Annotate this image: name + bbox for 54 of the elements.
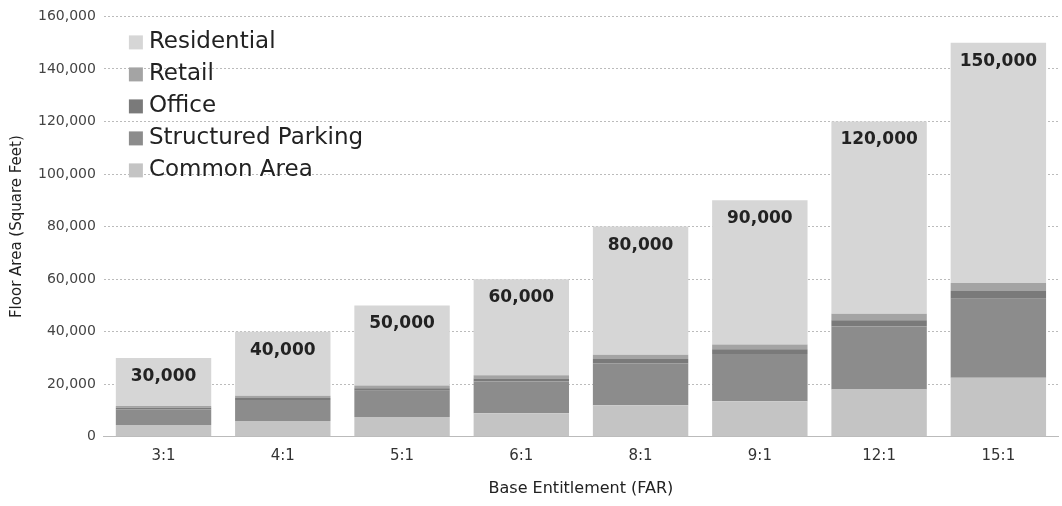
bar (354, 390, 450, 418)
x-tick-label: 8:1 (628, 445, 653, 464)
y-tick-label: 40,000 (46, 322, 96, 339)
bar (831, 320, 927, 327)
bar (712, 349, 808, 355)
bar (235, 331, 331, 396)
total-label: 150,000 (959, 49, 1038, 70)
x-tick-label: 15:1 (981, 445, 1016, 464)
bar (950, 283, 1047, 291)
total-label: 80,000 (607, 233, 674, 254)
x-tick-label: 12:1 (862, 445, 896, 464)
x-tick-label: 4:1 (270, 445, 295, 464)
bar (831, 326, 927, 390)
y-tick-label: 140,000 (37, 59, 96, 76)
y-tick-label: 80,000 (46, 217, 96, 234)
bar (473, 381, 570, 414)
legend-label: Structured Parking (148, 123, 364, 150)
bar (592, 359, 689, 364)
total-label: 40,000 (249, 338, 316, 359)
bar (712, 354, 808, 402)
legend-label: Common Area (148, 155, 313, 182)
bar (115, 409, 212, 425)
x-tick-label: 9:1 (747, 445, 772, 464)
bar (354, 305, 450, 386)
y-tick-label: 0 (86, 427, 96, 444)
bar (473, 279, 570, 376)
bar (950, 298, 1047, 378)
bar (712, 200, 808, 345)
bar (592, 363, 689, 406)
y-tick-label: 100,000 (37, 164, 96, 181)
legend-label: Residential (148, 27, 276, 54)
x-tick-label: 6:1 (509, 445, 534, 464)
bar (831, 313, 927, 321)
bar (950, 290, 1047, 299)
bar (592, 226, 689, 355)
y-tick-label: 20,000 (46, 374, 96, 391)
bar (592, 354, 689, 360)
total-label: 90,000 (727, 207, 793, 228)
x-axis-title: Base Entitlement (FAR) (488, 477, 674, 497)
total-label: 30,000 (130, 364, 197, 385)
total-label: 120,000 (840, 128, 918, 149)
bar (950, 42, 1047, 284)
y-axis-title: Floor Area (Square Feet) (6, 135, 25, 319)
total-label: 50,000 (369, 312, 436, 333)
bar (831, 121, 927, 314)
legend-label: Retail (148, 59, 214, 86)
x-tick-label: 5:1 (389, 445, 415, 464)
x-tick-label: 3:1 (151, 445, 176, 464)
bar (235, 400, 331, 422)
y-tick-label: 120,000 (37, 112, 96, 129)
y-tick-label: 60,000 (46, 269, 96, 286)
legend-label: Office (148, 91, 217, 118)
total-label: 60,000 (488, 286, 555, 307)
y-tick-label: 160,000 (37, 7, 96, 24)
